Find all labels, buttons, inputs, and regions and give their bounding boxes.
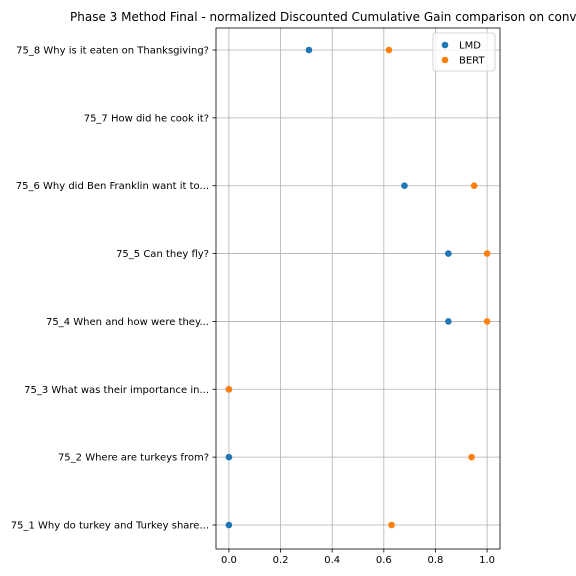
point-bert	[385, 46, 393, 54]
x-tick-label: 0.2	[273, 555, 289, 566]
point-bert	[483, 318, 491, 325]
x-tick-label: 1.0	[479, 555, 495, 566]
legend-label-bert: BERT	[459, 56, 485, 67]
chart-title: Phase 3 Method Final - normalized Discou…	[70, 10, 576, 24]
point-lmd	[305, 46, 313, 54]
y-tick-label: 75_8 Why is it eaten on Thanksgiving?	[16, 46, 209, 57]
point-lmd	[445, 318, 452, 325]
point-bert	[225, 385, 233, 393]
y-tick-label: 75_2 Where are turkeys from?	[58, 453, 209, 464]
y-tick-label: 75_4 When and how were they...	[46, 317, 209, 328]
legend-marker-bert	[441, 56, 449, 64]
tick-layer: 0.0 0.2 0.4 0.6 0.8 1.0 75_1 Why do turkey and…	[11, 46, 495, 567]
point-lmd	[445, 250, 452, 257]
y-tick-label: 75_6 Why did Ben Franklin want it to...	[16, 181, 209, 192]
legend-frame	[432, 32, 496, 72]
point-layer	[225, 46, 491, 529]
legend: LMD BERT	[432, 32, 496, 72]
grid-layer	[216, 28, 500, 549]
point-lmd	[225, 521, 233, 529]
y-tick-label: 75_3 What was their importance in...	[24, 385, 209, 396]
y-tick-label: 75_7 How did he cook it?	[84, 113, 209, 124]
point-bert	[470, 182, 478, 190]
x-tick-label: 0.8	[428, 555, 444, 566]
point-lmd	[225, 453, 233, 461]
legend-label-lmd: LMD	[459, 41, 481, 52]
point-bert	[483, 250, 491, 257]
x-tick-label: 0.6	[376, 555, 392, 566]
plot-frame	[215, 27, 501, 550]
point-lmd	[401, 182, 408, 190]
point-bert	[468, 453, 475, 461]
legend-marker-lmd	[441, 41, 449, 49]
point-bert	[388, 521, 395, 529]
y-tick-label: 75_5 Can they fly?	[116, 249, 209, 260]
x-tick-label: 0.4	[324, 555, 340, 566]
y-tick-label: 75_1 Why do turkey and Turkey share...	[11, 521, 209, 532]
x-tick-label: 0.0	[221, 555, 237, 566]
